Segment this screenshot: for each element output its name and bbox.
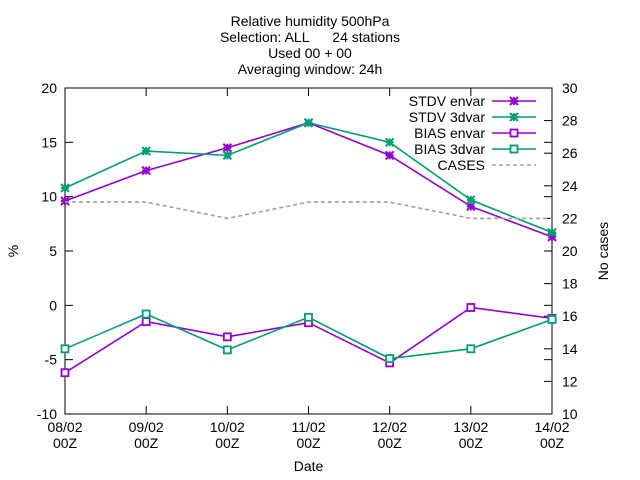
x-tick-label: 12/02 bbox=[372, 419, 407, 435]
data-point bbox=[509, 96, 519, 106]
data-point bbox=[141, 165, 151, 176]
x-tick-label: 08/02 bbox=[47, 419, 82, 435]
x-tick-label: 13/02 bbox=[453, 419, 488, 435]
data-point bbox=[60, 183, 70, 193]
data-point bbox=[509, 112, 519, 122]
data-point bbox=[60, 344, 70, 354]
y2-tick-label: 12 bbox=[562, 373, 578, 389]
x-tick-label-time: 00Z bbox=[378, 435, 403, 451]
y-tick-label: -5 bbox=[45, 352, 58, 368]
x-tick-label-time: 00Z bbox=[134, 435, 159, 451]
plot-series bbox=[60, 118, 557, 378]
data-point-stroke bbox=[547, 227, 557, 238]
x-tick-label-time: 00Z bbox=[459, 435, 484, 451]
y2-tick-label: 26 bbox=[562, 145, 578, 161]
y2-tick-label: 22 bbox=[562, 210, 578, 226]
x-tick-label-time: 00Z bbox=[215, 435, 240, 451]
data-point bbox=[385, 354, 395, 363]
data-point bbox=[466, 303, 476, 312]
series-line bbox=[65, 201, 552, 220]
legend-label: CASES bbox=[438, 157, 485, 173]
y2-tick-label: 24 bbox=[562, 178, 578, 194]
data-point-stroke bbox=[509, 96, 519, 106]
data-point bbox=[222, 332, 232, 342]
y2-tick-label: 14 bbox=[562, 341, 578, 357]
title-line: Relative humidity 500hPa bbox=[231, 13, 390, 29]
data-point-stroke bbox=[384, 137, 395, 148]
x-tick-label-time: 00Z bbox=[540, 435, 565, 451]
y2-tick-label: 18 bbox=[562, 276, 578, 292]
x-tick-label: 10/02 bbox=[210, 419, 245, 435]
data-point bbox=[466, 195, 476, 205]
y2-axis-label: No cases bbox=[595, 222, 611, 280]
series-stdv-3dvar bbox=[60, 118, 557, 238]
title-line: Used 00 + 00 bbox=[268, 45, 352, 61]
title-line: Averaging window: 24h bbox=[238, 61, 383, 77]
data-point-stroke bbox=[222, 150, 233, 161]
data-point-stroke bbox=[384, 150, 395, 161]
y2-tick-label: 30 bbox=[562, 80, 578, 96]
data-point bbox=[222, 345, 232, 355]
legend-label: BIAS envar bbox=[414, 125, 485, 141]
data-point bbox=[222, 143, 233, 153]
title-line: Selection: ALL 24 stations bbox=[220, 29, 400, 45]
legend-item: CASES bbox=[438, 157, 536, 173]
data-point bbox=[303, 118, 314, 128]
data-point bbox=[547, 315, 557, 324]
x-tick-label-time: 00Z bbox=[53, 435, 78, 451]
x-tick-label-time: 00Z bbox=[296, 435, 321, 451]
data-point-stroke bbox=[141, 146, 151, 156]
legend-item: BIAS envar bbox=[414, 125, 536, 141]
legend-label: BIAS 3dvar bbox=[414, 141, 485, 157]
y-tick-label: 10 bbox=[41, 189, 57, 205]
y-tick-label: 0 bbox=[49, 297, 57, 313]
y2-tick-label: 16 bbox=[562, 308, 578, 324]
legend-label: STDV envar bbox=[409, 93, 486, 109]
x-tick-label: 11/02 bbox=[292, 419, 326, 435]
legend-item: STDV envar bbox=[409, 93, 536, 109]
data-point bbox=[141, 317, 151, 327]
y2-tick-label: 10 bbox=[562, 406, 578, 422]
data-point-stroke bbox=[60, 196, 70, 206]
y-tick-label: 20 bbox=[41, 80, 57, 96]
legend-label: STDV 3dvar bbox=[409, 109, 486, 125]
data-point bbox=[509, 144, 519, 154]
data-point bbox=[60, 196, 70, 206]
data-point bbox=[141, 146, 151, 156]
y2-tick-label: 20 bbox=[562, 243, 578, 259]
series-bias-3dvar bbox=[60, 309, 557, 363]
data-point bbox=[466, 344, 476, 354]
data-point-stroke bbox=[222, 143, 233, 153]
y-axis-label: % bbox=[5, 245, 21, 257]
data-point bbox=[60, 368, 70, 378]
x-tick-label: 09/02 bbox=[129, 419, 164, 435]
y-tick-label: 5 bbox=[49, 243, 57, 259]
plot-axes: -10 -5 0 5 10 15 20 10 12 14 16 18 20 22 24 26 28 30 08/02… bbox=[5, 80, 611, 474]
y-tick-label: 15 bbox=[41, 134, 57, 150]
data-point-stroke bbox=[466, 195, 476, 205]
x-tick-label: 14/02 bbox=[534, 419, 569, 435]
data-point bbox=[509, 128, 519, 138]
y2-tick-label: 28 bbox=[562, 113, 578, 129]
data-point bbox=[222, 150, 233, 161]
data-point-stroke bbox=[303, 118, 314, 128]
data-point-stroke bbox=[509, 112, 519, 122]
x-axis-label: Date bbox=[294, 458, 324, 474]
data-point bbox=[384, 137, 395, 148]
data-point bbox=[141, 309, 151, 319]
data-point bbox=[304, 312, 313, 322]
data-point-stroke bbox=[141, 165, 151, 176]
data-point-stroke bbox=[60, 183, 70, 193]
data-point bbox=[547, 227, 557, 238]
legend-item: BIAS 3dvar bbox=[414, 141, 536, 157]
y-tick-label: -10 bbox=[37, 406, 57, 422]
legend-item: STDV 3dvar bbox=[409, 109, 536, 125]
series-cases bbox=[65, 201, 552, 220]
data-point bbox=[384, 150, 395, 161]
